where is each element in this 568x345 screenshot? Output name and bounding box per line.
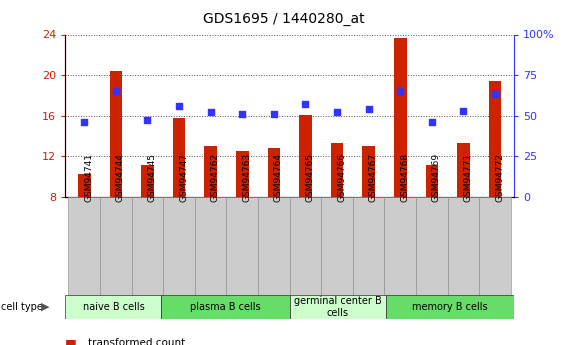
Text: GSM94767: GSM94767	[369, 152, 378, 201]
Bar	[362, 146, 375, 197]
Point	[332, 110, 341, 115]
Point	[459, 108, 468, 114]
Bar	[204, 146, 217, 197]
Bar	[161, 295, 290, 319]
Text: ▶: ▶	[41, 302, 49, 312]
Bar	[353, 197, 385, 295]
Text: GSM94747: GSM94747	[179, 152, 188, 201]
Text: GSM94771: GSM94771	[463, 152, 473, 201]
Point	[206, 110, 215, 115]
Text: transformed count: transformed count	[88, 338, 185, 345]
Bar	[479, 197, 511, 295]
Bar	[173, 118, 185, 197]
Bar	[100, 197, 132, 295]
Point	[427, 119, 436, 125]
Text: plasma B cells: plasma B cells	[190, 302, 261, 312]
Bar	[290, 295, 386, 319]
Text: GSM94741: GSM94741	[84, 152, 93, 201]
Bar	[141, 165, 154, 197]
Text: GSM94763: GSM94763	[243, 152, 251, 201]
Point	[364, 106, 373, 112]
Bar	[78, 174, 91, 197]
Point	[491, 92, 500, 97]
Bar	[331, 143, 344, 197]
Point	[238, 111, 247, 117]
Point	[269, 111, 278, 117]
Bar	[394, 38, 407, 197]
Text: GSM94762: GSM94762	[211, 152, 220, 201]
Text: GSM94765: GSM94765	[306, 152, 315, 201]
Point	[301, 101, 310, 107]
Bar	[385, 197, 416, 295]
Text: cell type: cell type	[1, 302, 43, 312]
Point	[174, 103, 183, 109]
Bar	[457, 143, 470, 197]
Text: GSM94772: GSM94772	[495, 152, 504, 201]
Bar	[69, 197, 100, 295]
Text: ■: ■	[65, 337, 77, 345]
Bar	[258, 197, 290, 295]
Point	[80, 119, 89, 125]
Bar	[425, 165, 438, 197]
Bar	[65, 295, 161, 319]
Text: GSM94766: GSM94766	[337, 152, 346, 201]
Text: GSM94744: GSM94744	[116, 153, 125, 201]
Bar	[132, 197, 163, 295]
Text: GSM94768: GSM94768	[400, 152, 410, 201]
Point	[143, 118, 152, 123]
Bar	[163, 197, 195, 295]
Point	[396, 88, 405, 94]
Text: GSM94764: GSM94764	[274, 152, 283, 201]
Text: memory B cells: memory B cells	[412, 302, 488, 312]
Bar	[321, 197, 353, 295]
Bar	[195, 197, 227, 295]
Text: GSM94745: GSM94745	[148, 152, 156, 201]
Bar	[488, 81, 502, 197]
Text: GDS1695 / 1440280_at: GDS1695 / 1440280_at	[203, 12, 365, 26]
Bar	[448, 197, 479, 295]
Bar	[227, 197, 258, 295]
Bar	[386, 295, 514, 319]
Bar	[299, 115, 312, 197]
Bar	[110, 71, 122, 197]
Bar	[236, 151, 249, 197]
Bar	[416, 197, 448, 295]
Text: naive B cells: naive B cells	[82, 302, 144, 312]
Bar	[290, 197, 321, 295]
Text: germinal center B
cells: germinal center B cells	[294, 296, 382, 318]
Bar	[268, 148, 280, 197]
Point	[111, 88, 120, 94]
Text: GSM94769: GSM94769	[432, 152, 441, 201]
